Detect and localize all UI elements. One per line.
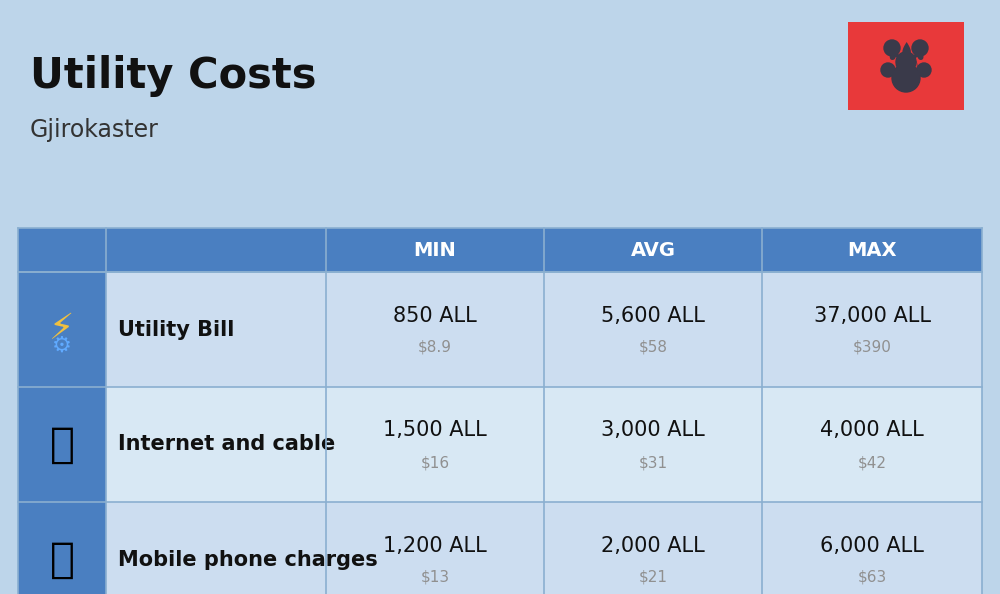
Text: 5,600 ALL: 5,600 ALL (601, 305, 705, 326)
Text: 6,000 ALL: 6,000 ALL (820, 536, 924, 555)
Text: Mobile phone charges: Mobile phone charges (118, 549, 378, 570)
Text: 📱: 📱 (50, 539, 74, 580)
Bar (18, 387, 106, 502)
Text: $16: $16 (420, 455, 450, 470)
Circle shape (884, 40, 900, 56)
Text: $63: $63 (857, 570, 887, 585)
Text: 850 ALL: 850 ALL (393, 305, 477, 326)
Text: ⚜: ⚜ (882, 40, 930, 92)
Text: 37,000 ALL: 37,000 ALL (814, 305, 930, 326)
Bar (18, 272, 106, 387)
Bar (18, 228, 982, 272)
Bar (848, 22, 964, 110)
Circle shape (896, 52, 916, 72)
Text: $13: $13 (420, 570, 450, 585)
Circle shape (892, 64, 920, 92)
Text: $390: $390 (853, 340, 891, 355)
Text: $21: $21 (639, 570, 668, 585)
Text: $42: $42 (858, 455, 887, 470)
Text: 1,200 ALL: 1,200 ALL (383, 536, 487, 555)
Circle shape (881, 63, 895, 77)
Bar (106, 502, 982, 594)
Bar (18, 502, 106, 594)
Text: $58: $58 (639, 340, 668, 355)
Text: Utility Bill: Utility Bill (118, 320, 234, 340)
Text: MAX: MAX (847, 241, 897, 260)
Circle shape (917, 63, 931, 77)
Text: 1,500 ALL: 1,500 ALL (383, 421, 487, 441)
Text: 4,000 ALL: 4,000 ALL (820, 421, 924, 441)
Text: AVG: AVG (631, 241, 676, 260)
Text: Utility Costs: Utility Costs (30, 55, 316, 97)
Text: ⚡: ⚡ (49, 312, 75, 346)
Circle shape (912, 40, 928, 56)
Text: 📶: 📶 (50, 424, 74, 466)
Text: Gjirokaster: Gjirokaster (30, 118, 159, 142)
Bar (106, 272, 982, 387)
Text: 3,000 ALL: 3,000 ALL (601, 421, 705, 441)
Bar (18, 228, 982, 594)
Text: Internet and cable: Internet and cable (118, 434, 335, 454)
Text: $8.9: $8.9 (418, 340, 452, 355)
Text: 2,000 ALL: 2,000 ALL (601, 536, 705, 555)
Text: $31: $31 (638, 455, 668, 470)
Text: MIN: MIN (414, 241, 456, 260)
Text: ⚙: ⚙ (52, 336, 72, 355)
Bar (106, 387, 982, 502)
